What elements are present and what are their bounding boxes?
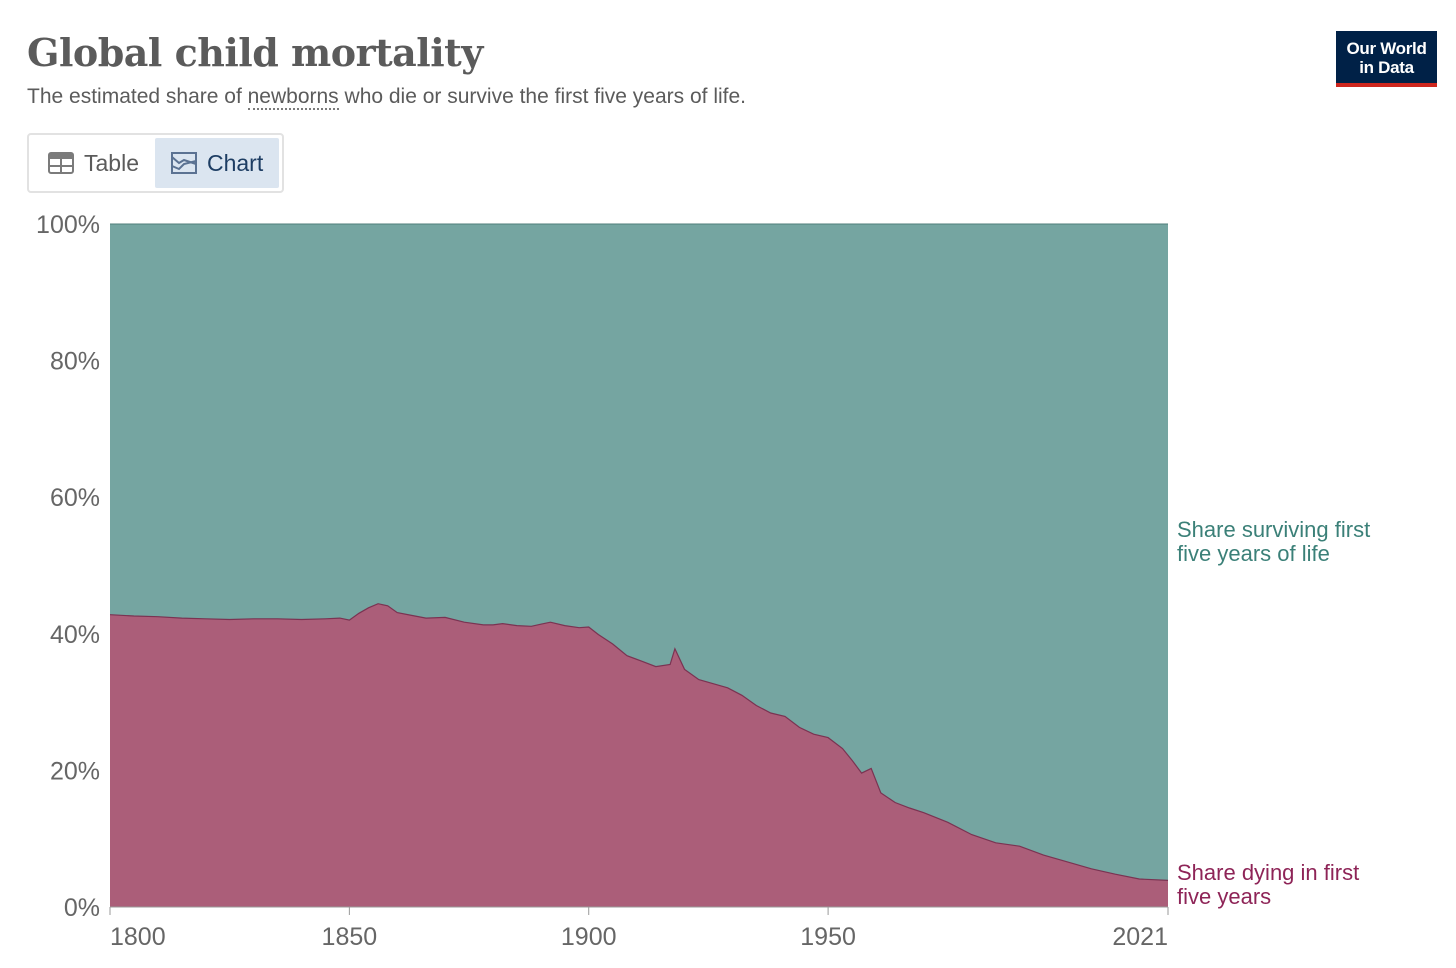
x-tick-label: 1950 [800, 923, 856, 951]
dying-series-label[interactable]: Share dying in first five years [1177, 860, 1360, 909]
y-tick-label: 40% [50, 621, 100, 649]
view-tabs: Table Chart [27, 133, 285, 193]
chart-icon [170, 152, 197, 174]
newborns-definition-link[interactable]: newborns [247, 85, 339, 110]
table-icon [48, 152, 74, 174]
tab-table-label: Table [84, 149, 139, 176]
x-tick-label: 2021 [1112, 923, 1168, 951]
chart-subtitle: The estimated share of newborns who die … [27, 85, 747, 110]
tab-table[interactable]: Table [32, 138, 155, 188]
y-tick-label: 100% [36, 211, 100, 239]
x-tick-label: 1900 [561, 923, 617, 951]
surviving-area[interactable] [110, 224, 1168, 881]
logo-line-1: Our World [1346, 39, 1427, 58]
surviving-series-label[interactable]: Share surviving first five years of life [1177, 517, 1371, 566]
dying-boundary-line [109, 603, 1169, 881]
y-axis-labels: 0% 20% 40% 60% 80% 100% [36, 211, 100, 922]
chart-title: Global child mortality [27, 30, 483, 75]
y-tick-label: 60% [50, 484, 100, 512]
dying-area[interactable] [110, 603, 1168, 907]
x-tick-label: 1800 [110, 923, 166, 951]
tab-chart-label: Chart [206, 149, 264, 176]
owid-logo[interactable]: Our World in Data [1336, 31, 1437, 87]
y-tick-label: 0% [64, 894, 100, 922]
logo-line-2: in Data [1359, 58, 1414, 77]
y-tick-label: 80% [50, 348, 100, 376]
tab-chart[interactable]: Chart [154, 138, 280, 188]
x-tick-label: 1850 [322, 923, 378, 951]
x-axis: 1800 1850 1900 1950 2021 [109, 906, 1169, 951]
y-tick-label: 20% [50, 757, 100, 785]
